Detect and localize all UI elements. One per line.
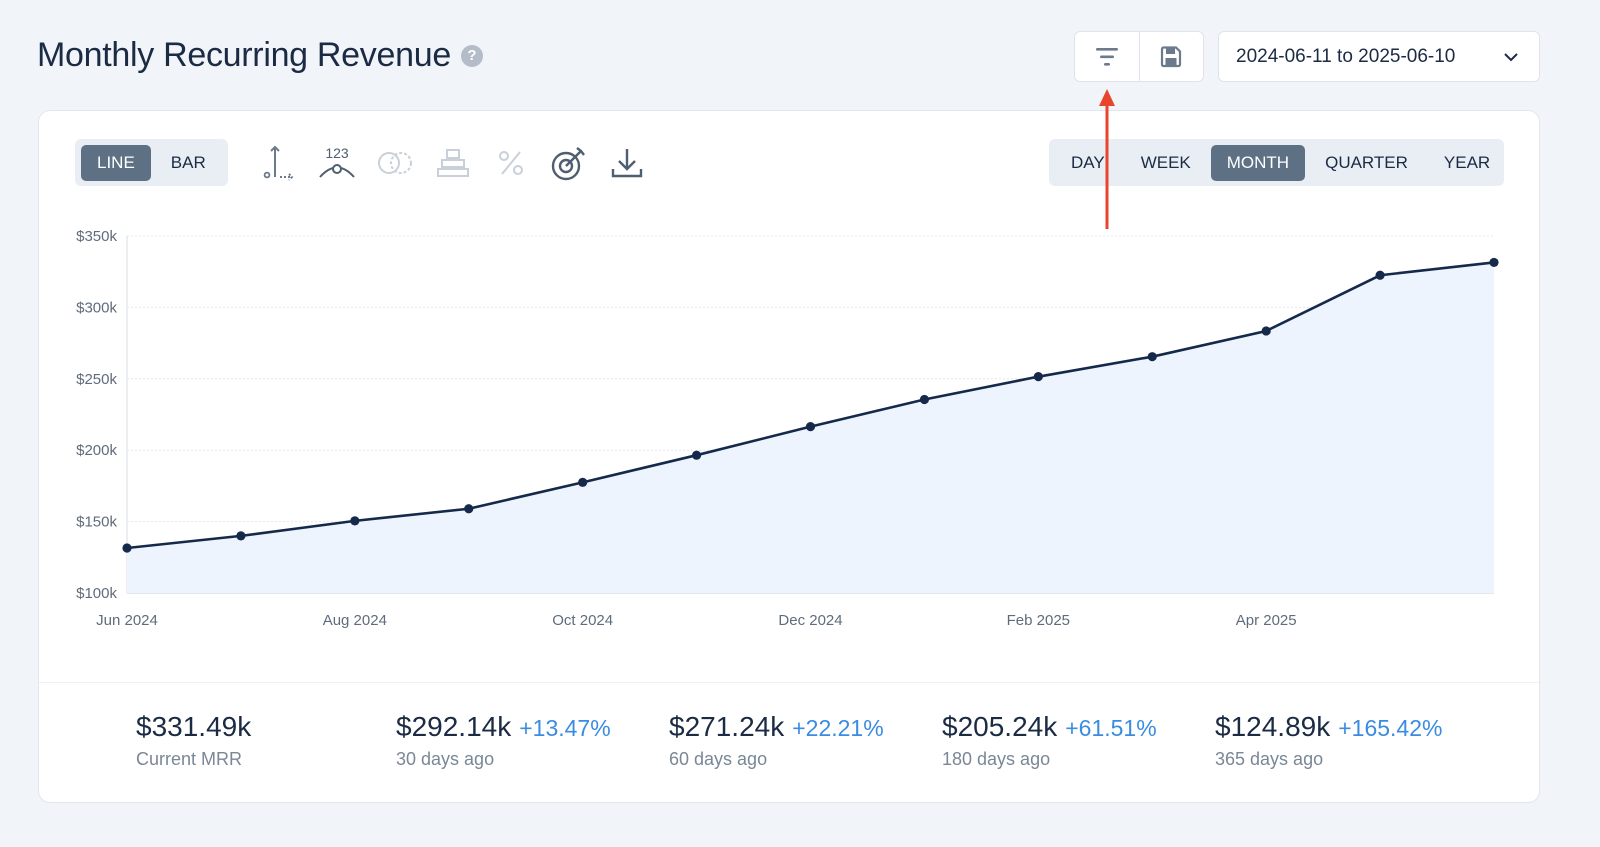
save-icon: [1161, 45, 1182, 67]
stats-divider: [39, 682, 1539, 683]
stat-change: +61.51%: [1065, 715, 1157, 741]
stat-item: $292.14k +13.47% 30 days ago: [396, 711, 611, 770]
data-point: [1147, 352, 1157, 362]
page-title: Monthly Recurring Revenue: [37, 36, 451, 74]
axis-button[interactable]: [259, 141, 299, 185]
data-labels-button[interactable]: 123: [317, 141, 357, 185]
stat-value-row: $292.14k +13.47%: [396, 711, 611, 743]
x-tick-label: Feb 2025: [1007, 612, 1070, 629]
y-tick-label: $150k: [76, 514, 117, 531]
data-point: [805, 422, 816, 432]
data-point: [236, 531, 246, 541]
date-range-value: 2024-06-11 to 2025-06-10: [1236, 45, 1456, 67]
compare-button[interactable]: [375, 141, 415, 185]
interval-year-button[interactable]: YEAR: [1443, 152, 1491, 172]
data-labels-text: 123: [325, 145, 349, 161]
download-button[interactable]: [607, 141, 647, 185]
data-point: [350, 516, 360, 526]
chart-tools: 123: [259, 141, 647, 185]
interval-month-button[interactable]: MONTH: [1210, 144, 1306, 181]
save-button[interactable]: [1138, 32, 1204, 81]
stat-label: 180 days ago: [942, 749, 1051, 769]
stat-label: 365 days ago: [1215, 749, 1324, 769]
interval-quarter-button[interactable]: QUARTER: [1325, 152, 1408, 172]
stat-value-row: $124.89k +165.42%: [1215, 711, 1442, 743]
stat-change: +13.47%: [519, 715, 611, 741]
stat-item: $331.49k Current MRR: [136, 711, 251, 770]
x-tick-label: Dec 2024: [778, 612, 842, 629]
stat-value: $292.14k: [396, 711, 512, 742]
data-point: [122, 543, 132, 553]
y-tick-label: $300k: [76, 299, 117, 316]
y-tick-label: $200k: [76, 442, 117, 459]
x-tick-label: Jun 2024: [96, 612, 158, 629]
data-labels-icon: [319, 164, 355, 178]
chart-card: LINE BAR 123: [38, 110, 1540, 803]
stat-label: 30 days ago: [396, 749, 495, 769]
data-point: [464, 504, 474, 514]
filter-button[interactable]: [1075, 32, 1139, 81]
y-tick-label: $350k: [76, 228, 117, 245]
y-tick-label: $250k: [76, 371, 117, 388]
goal-button[interactable]: [549, 141, 589, 185]
page-title-group: Monthly Recurring Revenue ?: [37, 36, 483, 75]
help-icon[interactable]: ?: [460, 44, 483, 67]
goal-target-icon: [551, 147, 585, 181]
stat-value-row: $271.24k +22.21%: [669, 711, 884, 743]
interval-week-button[interactable]: WEEK: [1140, 152, 1191, 172]
data-point: [919, 394, 930, 405]
stat-value: $271.24k: [669, 711, 785, 742]
x-tick-label: Apr 2025: [1236, 612, 1297, 629]
stat-value: $205.24k: [942, 711, 1058, 742]
compare-icon: [378, 152, 412, 174]
x-tick-label: Aug 2024: [323, 612, 387, 629]
date-range-select[interactable]: 2024-06-11 to 2025-06-10: [1218, 31, 1540, 82]
data-point: [1489, 257, 1499, 268]
percent-button[interactable]: [491, 141, 531, 185]
stat-label: 60 days ago: [669, 749, 768, 769]
annotation-arrow-head: [1099, 89, 1115, 106]
stat-change: +165.42%: [1338, 715, 1443, 741]
stat-value: $124.89k: [1215, 711, 1331, 742]
data-point: [1261, 326, 1271, 336]
stat-value: $331.49k: [136, 711, 252, 742]
y-tick-label: $100k: [76, 585, 117, 602]
data-point: [578, 477, 588, 487]
download-icon: [611, 149, 643, 178]
interval-toggle: DAY WEEK MONTH QUARTER YEAR: [1049, 139, 1504, 186]
stat-item: $271.24k +22.21% 60 days ago: [669, 711, 884, 770]
bar-toggle-button[interactable]: BAR: [170, 152, 206, 172]
chart-type-toggle: LINE BAR: [75, 139, 228, 186]
data-point: [1375, 270, 1385, 280]
toolbar: [1074, 31, 1204, 82]
stat-item: $205.24k +61.51% 180 days ago: [942, 711, 1157, 770]
stack-button[interactable]: [433, 141, 473, 185]
stat-label: Current MRR: [136, 749, 243, 769]
axis-icon: [263, 145, 294, 181]
stat-item: $124.89k +165.42% 365 days ago: [1215, 711, 1442, 770]
stack-icon: [437, 149, 469, 177]
line-toggle-button[interactable]: LINE: [81, 144, 151, 181]
chevron-down-icon: [1504, 52, 1518, 61]
stat-value-row: $205.24k +61.51%: [942, 711, 1157, 743]
stat-change: +22.21%: [792, 715, 884, 741]
data-point: [1033, 372, 1043, 382]
filter-icon: [1095, 47, 1118, 66]
interval-day-button[interactable]: DAY: [1071, 152, 1105, 172]
stat-value-row: $331.49k: [136, 711, 251, 743]
data-point: [691, 450, 702, 460]
percent-icon: [499, 151, 523, 175]
mrr-line-chart: $100k $150k $200k $250k $300k $350k Jun 2024 Au…: [76, 228, 1499, 629]
x-tick-label: Oct 2024: [552, 612, 613, 629]
